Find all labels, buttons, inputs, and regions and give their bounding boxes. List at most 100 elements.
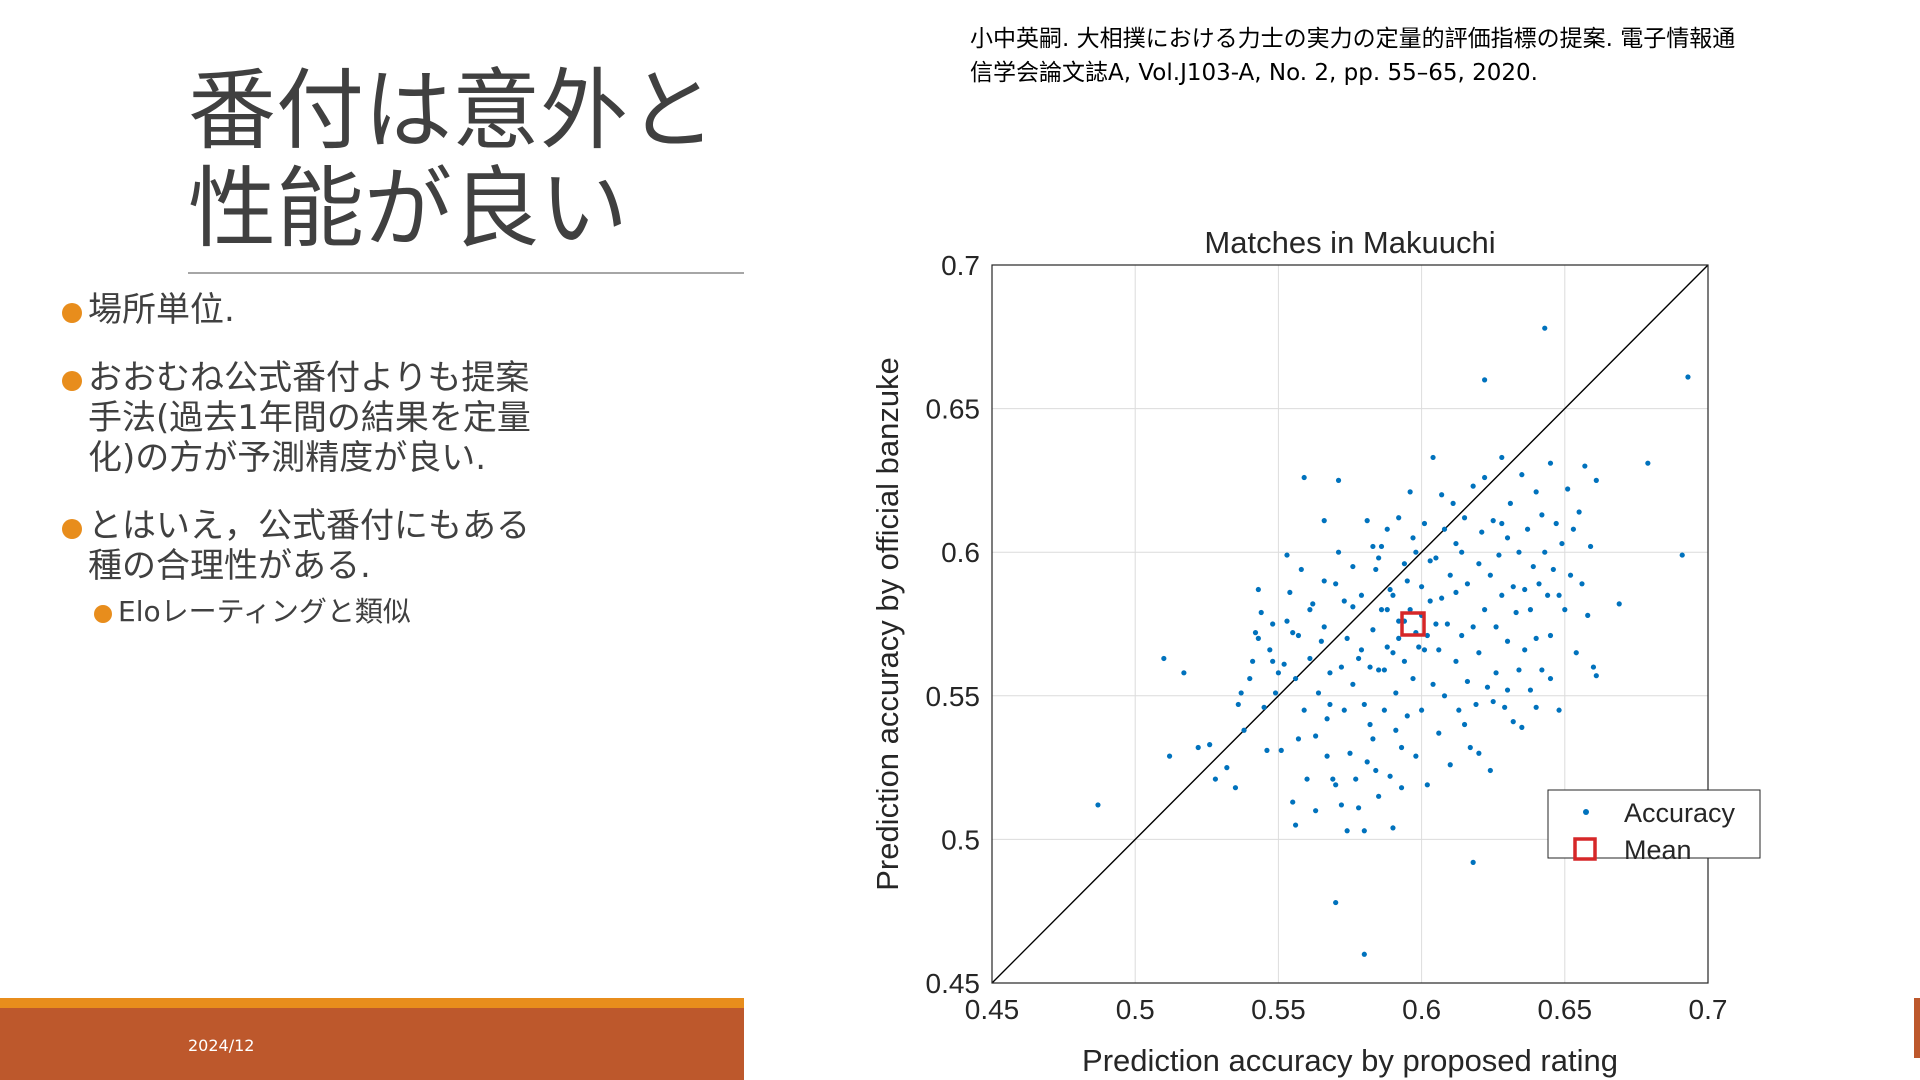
data-point [1161,655,1167,662]
data-point [1358,647,1365,653]
bullet-line: 手法(過去1年間の結果を定量 [88,398,531,438]
citation-line: 信学会論文誌A, Vol.J103-A, No. 2, pp. 55–65, 2… [970,60,1538,86]
data-point [1281,661,1287,667]
data-point [1430,681,1436,687]
data-point [1307,607,1313,613]
data-point [1645,460,1651,466]
slide-title: 番付は意外と 性能が良い [188,62,748,258]
slide-title-line-1: 番付は意外と [188,59,717,162]
data-point [1333,899,1339,906]
data-point [1338,802,1345,808]
data-point [1321,624,1327,630]
data-point [1593,477,1599,483]
bullet-item: とはいえ，公式番付にもある 種の合理性がある. [60,506,620,586]
data-point [1413,549,1419,555]
data-point [1275,670,1281,676]
data-point [1298,566,1304,573]
data-point [1499,454,1505,461]
data-point [1504,687,1511,693]
data-point [1378,607,1385,613]
bullet-line: 種の合理性がある. [88,546,371,586]
data-point [1318,638,1324,644]
data-point [1439,492,1445,498]
data-point [1567,572,1574,578]
data-point [1507,500,1513,506]
mean-marker [1400,611,1426,637]
bullet-line: おおむね公式番付よりも提案 [88,358,530,398]
data-point [1576,509,1582,515]
data-point [1447,572,1453,578]
data-point [1467,744,1473,751]
data-point [1350,604,1356,610]
data-point [1556,707,1562,713]
data-point [1353,776,1359,782]
data-point [1570,526,1576,532]
data-point [1556,592,1562,598]
data-point [1410,535,1416,541]
data-point [1453,658,1459,664]
data-point [1461,515,1468,521]
data-point [1453,589,1459,596]
y-tick-label: 0.55 [926,681,981,712]
data-point [1504,535,1511,541]
data-point [1587,543,1594,550]
data-point [1404,578,1410,584]
data-point [1241,727,1247,733]
legend-accuracy-icon [1583,809,1589,815]
data-point [1264,747,1270,753]
data-point [1390,650,1396,656]
data-point [1250,658,1256,664]
data-point [1401,561,1408,567]
data-point [1384,526,1390,532]
x-axis-label: Prediction accuracy by proposed rating [1082,1043,1618,1078]
footer-accent-bar [0,998,744,1008]
data-point [1384,607,1390,613]
bullet-item: おおむね公式番付よりも提案 手法(過去1年間の結果を定量 化)の方が予測精度が良… [60,358,620,478]
data-point [1530,563,1536,570]
data-point [1539,512,1545,518]
title-divider [188,272,744,274]
data-point [1490,518,1496,524]
sub-bullet-item: Eloレーティングと類似 [60,594,620,630]
legend-accuracy-label: Accuracy [1624,798,1736,828]
data-point [1270,658,1276,664]
data-point [1519,724,1525,730]
data-point [1510,584,1516,590]
data-point [1396,515,1402,521]
data-point [1424,782,1430,788]
citation: 小中英嗣. 大相撲における力士の実力の定量的評価指標の提案. 電子情報通 信学会… [970,22,1910,90]
x-tick-labels: 0.45 0.5 0.55 0.6 0.65 0.7 [965,994,1728,1025]
data-point [1450,500,1456,506]
data-point [1522,647,1528,653]
data-point [1527,607,1534,613]
data-point [1516,667,1522,673]
x-tick-label: 0.6 [1402,994,1441,1025]
data-point [1393,690,1399,696]
data-point [1413,753,1419,759]
data-point [1272,690,1279,696]
data-point [1536,581,1542,587]
data-point [1496,552,1502,558]
footer-bar [0,1008,744,1080]
data-point [1166,753,1173,759]
legend-mean-label: Mean [1624,835,1692,865]
data-point [1333,782,1339,788]
data-point [1367,721,1373,728]
data-point [1376,793,1382,799]
data-point [1355,805,1362,811]
data-point [1487,572,1493,578]
data-point [1421,647,1428,653]
y-tick-labels: 0.45 0.5 0.55 0.6 0.65 0.7 [926,250,981,999]
data-point [1247,675,1253,682]
data-point [1427,558,1433,564]
data-point [1410,675,1416,682]
x-tick-label: 0.45 [965,994,1020,1025]
data-point [1447,762,1453,768]
data-point [1358,592,1365,598]
x-tick-label: 0.7 [1689,994,1728,1025]
data-point [1378,543,1385,550]
bullet-item: 場所単位. [60,290,620,330]
data-point [1367,664,1373,670]
data-point [1547,460,1554,466]
y-tick-label: 0.65 [926,394,981,425]
